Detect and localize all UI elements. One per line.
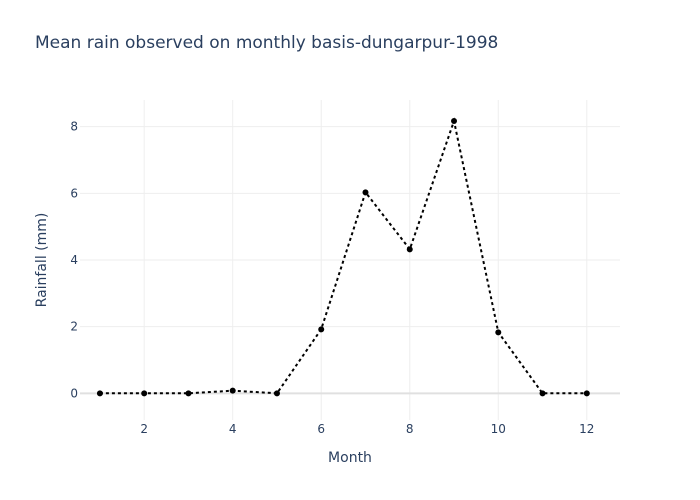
chart-title: Mean rain observed on monthly basis-dung…: [35, 33, 499, 53]
data-point: [185, 390, 192, 397]
data-point: [141, 390, 148, 397]
grid-layer: [80, 100, 620, 420]
data-point: [96, 390, 103, 397]
x-tick-label: 2: [140, 422, 148, 436]
tick-layer: 2 4 6 8 10 12 0 2 4 6 8: [70, 120, 594, 436]
data-point: [583, 390, 590, 397]
data-point: [362, 189, 369, 196]
x-tick-label: 10: [491, 422, 506, 436]
y-tick-label: 4: [70, 253, 78, 267]
y-tick-label: 0: [70, 386, 78, 400]
series-line: [99, 117, 587, 395]
data-point: [451, 118, 458, 124]
x-tick-label: 8: [406, 422, 414, 436]
x-tick-label: 6: [317, 422, 325, 436]
y-tick-label: 8: [70, 120, 78, 134]
y-axis-title: Rainfall (mm): [34, 213, 50, 308]
y-tick-label: 6: [70, 186, 78, 200]
data-point: [406, 246, 413, 253]
data-point: [539, 390, 546, 397]
data-point: [318, 326, 325, 333]
x-axis-title: Month: [328, 450, 372, 466]
data-point: [495, 329, 502, 336]
data-point: [273, 390, 280, 397]
x-tick-label: 12: [579, 422, 594, 436]
series-layer: [96, 117, 590, 397]
x-tick-label: 4: [229, 422, 237, 436]
data-point: [229, 387, 236, 394]
y-tick-label: 2: [70, 320, 78, 334]
